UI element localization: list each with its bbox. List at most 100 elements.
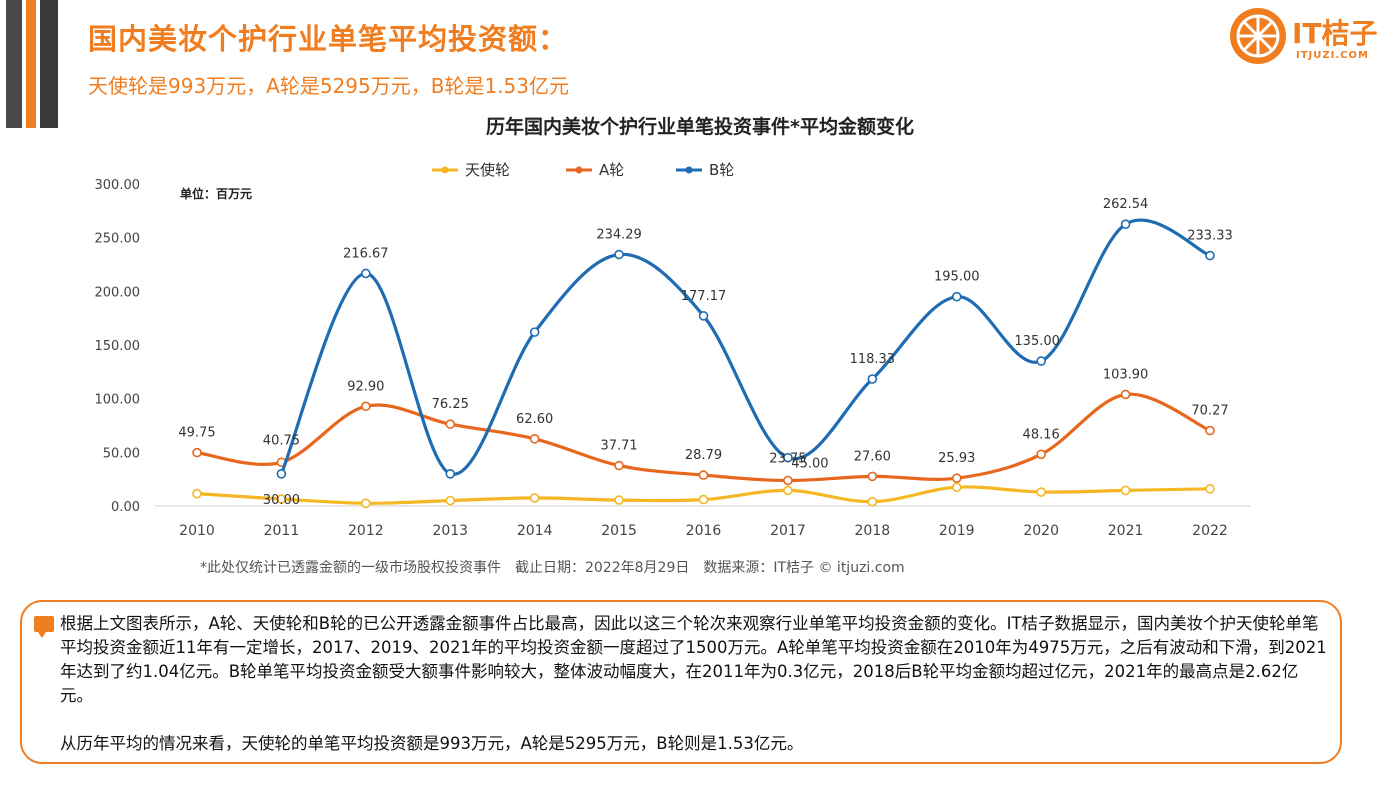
data-label: 49.75: [178, 426, 215, 441]
data-label: 234.29: [596, 228, 642, 243]
data-point: [445, 495, 456, 506]
data-point: [445, 419, 456, 429]
x-tick-label: 2019: [939, 523, 975, 539]
data-point: [783, 452, 793, 463]
y-tick-label: 300.00: [95, 178, 141, 193]
data-point: [445, 468, 456, 479]
y-tick-label: 200.00: [95, 285, 141, 300]
data-point: [361, 268, 371, 279]
chart-footnote: *此处仅统计已透露金额的一级市场股权投资事件 截止日期：2022年8月29日 数…: [200, 560, 905, 576]
data-point: [1036, 356, 1046, 366]
x-tick-label: 2015: [601, 523, 637, 539]
data-point: [867, 374, 878, 384]
x-tick-label: 2021: [1108, 523, 1144, 539]
data-point: [698, 494, 709, 505]
x-tick-label: 2011: [264, 523, 300, 539]
data-label: 216.67: [343, 246, 389, 261]
data-point: [529, 434, 540, 444]
data-label: 48.16: [1023, 427, 1060, 442]
legend-label: B轮: [709, 161, 734, 179]
data-point: [614, 460, 624, 471]
x-tick-label: 2016: [686, 523, 722, 539]
data-label: 62.60: [516, 412, 553, 427]
data-point: [698, 470, 709, 480]
data-label: 27.60: [854, 449, 891, 464]
data-point: [783, 485, 793, 496]
page-subhead: 天使轮是993万元，A轮是5295万元，B轮是1.53亿元: [88, 74, 570, 98]
logo-subtext: ITJUZI.COM: [1296, 50, 1369, 61]
data-label: 23.75: [769, 452, 806, 467]
data-label: 177.17: [681, 289, 727, 304]
data-point: [1205, 484, 1215, 494]
y-tick-label: 100.00: [95, 393, 141, 408]
data-point: [783, 475, 793, 486]
data-point: [614, 249, 624, 260]
x-tick-label: 2013: [432, 523, 468, 539]
y-tick-label: 150.00: [95, 339, 141, 354]
data-point: [614, 495, 624, 505]
legend-label: 天使轮: [465, 161, 510, 179]
data-label: 40.75: [263, 433, 300, 448]
unit-label: 单位：百万元: [180, 186, 252, 201]
x-tick-label: 2014: [517, 523, 553, 539]
data-label: 262.54: [1103, 197, 1149, 212]
data-point: [951, 473, 962, 483]
data-point: [529, 493, 540, 503]
data-label: 30.00: [263, 493, 300, 508]
legend-marker: [575, 166, 583, 174]
data-point: [276, 468, 287, 479]
data-label: 76.25: [432, 397, 469, 412]
x-tick-label: 2022: [1192, 523, 1228, 539]
data-point: [1120, 219, 1131, 230]
x-tick-label: 2018: [855, 523, 891, 539]
data-label: 45.00: [791, 457, 828, 472]
data-label: 233.33: [1187, 229, 1233, 244]
x-tick-label: 2017: [770, 523, 806, 539]
data-point: [1205, 425, 1215, 436]
data-point: [192, 447, 202, 458]
data-label: 118.33: [850, 352, 896, 367]
data-point: [951, 291, 962, 302]
data-point: [276, 494, 287, 504]
data-label: 135.00: [1014, 334, 1060, 349]
decor-bar-dark: [6, 0, 22, 128]
y-tick-label: 50.00: [103, 446, 140, 461]
data-point: [867, 496, 878, 507]
line-chart: 0.00 50.00 100.00 150.00 200.00 250.00 300.00 2…: [95, 161, 1250, 539]
data-label: 25.93: [938, 451, 975, 466]
x-tick-label: 2010: [179, 523, 215, 539]
data-point: [698, 311, 709, 321]
legend-marker: [685, 166, 693, 174]
data-label: 92.90: [347, 379, 384, 394]
data-point: [867, 471, 878, 482]
data-label: 28.79: [685, 448, 722, 463]
itjuzi-logo: IT桔子 ITJUZI.COM: [1230, 8, 1386, 68]
x-tick-label: 2012: [348, 523, 384, 539]
data-point: [192, 488, 202, 499]
data-label: 70.27: [1191, 404, 1228, 419]
speech-bubble-icon: [34, 616, 54, 638]
data-label: 195.00: [934, 270, 980, 285]
y-tick-label: 250.00: [95, 232, 141, 247]
orange-slice-icon: [1230, 8, 1286, 64]
x-tick-label: 2020: [1023, 523, 1059, 539]
chart-title: 历年国内美妆个护行业单笔投资事件*平均金额变化: [486, 116, 914, 138]
summary-paragraph-2: 从历年平均的情况来看，天使轮的单笔平均投资额是993万元，A轮是5295万元，B…: [60, 734, 804, 753]
data-point: [361, 498, 371, 509]
decor-bar-dark-2: [40, 0, 58, 128]
data-label: 103.90: [1103, 367, 1149, 382]
data-point: [361, 401, 371, 412]
data-point: [1205, 250, 1215, 261]
summary-box: 根据上文图表所示，A轮、天使轮和B轮的已公开透露金额事件占比最高，因此以这三个轮…: [20, 600, 1342, 764]
legend-marker: [441, 166, 449, 174]
logo-text: IT桔子: [1292, 17, 1378, 50]
data-point: [1036, 487, 1046, 497]
data-point: [951, 482, 962, 493]
data-point: [1120, 389, 1131, 400]
page-headline: 国内美妆个护行业单笔平均投资额：: [88, 22, 569, 56]
decor-bar-orange: [26, 0, 36, 128]
series-line: [279, 218, 1211, 476]
data-point: [1036, 449, 1046, 460]
data-point: [1120, 485, 1131, 496]
data-point: [529, 327, 540, 337]
